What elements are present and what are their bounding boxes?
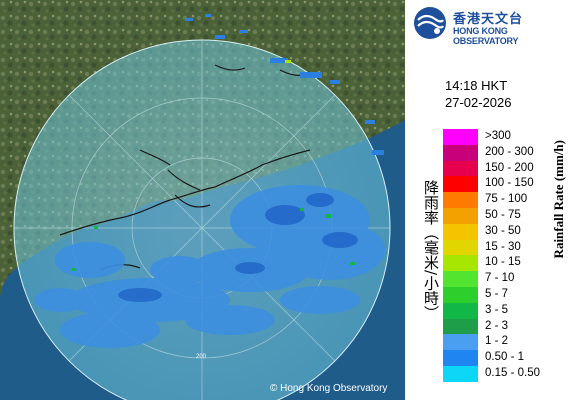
legend-range-label: 10 - 15 xyxy=(485,256,521,269)
copyright-text: © Hong Kong Observatory xyxy=(270,383,388,394)
legend-swatch xyxy=(443,129,478,145)
legend-swatch xyxy=(443,366,478,382)
legend-range-label: 200 - 300 xyxy=(485,145,534,158)
legend-row: 30 - 50 xyxy=(443,223,577,240)
legend-row: 50 - 75 xyxy=(443,208,577,224)
rain-echoes xyxy=(35,185,385,348)
legend-row: 2 - 3 xyxy=(443,318,577,335)
radar-map: 200 xyxy=(0,0,405,400)
legend-swatch xyxy=(443,271,478,287)
legend-row: >300 xyxy=(443,129,577,145)
legend-range-label: 1 - 2 xyxy=(485,335,509,348)
legend-range-label: 5 - 7 xyxy=(485,288,509,300)
legend-swatch xyxy=(443,160,478,177)
legend-row: 0.50 - 1 xyxy=(443,350,577,366)
legend-range-label: 75 - 100 xyxy=(485,193,528,206)
legend-swatch xyxy=(443,287,478,303)
legend-range-label: 0.15 - 0.50 xyxy=(485,367,540,379)
legend-row: 3 - 5 xyxy=(443,302,577,319)
legend-swatch xyxy=(443,208,478,224)
legend-swatch xyxy=(443,350,478,366)
legend-range-label: 50 - 75 xyxy=(485,209,521,221)
observation-date: 27-02-2026 xyxy=(445,95,512,110)
legend-row: 15 - 30 xyxy=(443,239,577,256)
range-ring-label: 200 xyxy=(196,354,207,360)
legend-row: 150 - 200 xyxy=(443,160,577,177)
legend-row: 200 - 300 xyxy=(443,144,577,161)
legend-range-label: 3 - 5 xyxy=(485,303,509,316)
legend-swatch xyxy=(443,176,478,193)
hko-logo-icon xyxy=(414,7,446,39)
legend-swatch xyxy=(443,223,478,240)
axis-label-zh: 降雨率（毫米/小時） xyxy=(422,180,440,321)
legend-range-label: 30 - 50 xyxy=(485,224,521,237)
legend-swatch xyxy=(443,239,478,256)
legend-panel: 香港天文台 HONG KONG OBSERVATORY 14:18 HKT 27… xyxy=(405,0,577,400)
legend-swatch xyxy=(443,318,478,335)
legend-row: 5 - 7 xyxy=(443,287,577,303)
hko-logo: 香港天文台 HONG KONG OBSERVATORY xyxy=(413,6,573,46)
legend-swatch xyxy=(443,302,478,319)
legend-range-label: 7 - 10 xyxy=(485,272,515,285)
legend-row: 75 - 100 xyxy=(443,192,577,208)
legend-row: 10 - 15 xyxy=(443,255,577,272)
legend-range-label: 100 - 150 xyxy=(485,177,534,190)
legend-row: 7 - 10 xyxy=(443,271,577,287)
legend-range-label: 15 - 30 xyxy=(485,240,521,253)
legend-range-label: >300 xyxy=(485,130,511,142)
rain-echoes-north xyxy=(185,14,384,155)
legend-range-label: 0.50 - 1 xyxy=(485,351,524,364)
legend-swatch xyxy=(443,255,478,272)
logo-name-en: HONG KONG OBSERVATORY xyxy=(453,26,519,46)
legend-range-label: 2 - 3 xyxy=(485,319,509,332)
logo-name-zh: 香港天文台 xyxy=(453,12,524,27)
legend-range-label: 150 - 200 xyxy=(485,161,534,174)
legend-row: 1 - 2 xyxy=(443,334,577,351)
legend-row: 0.15 - 0.50 xyxy=(443,366,577,382)
axis-label-en: Rainfall Rate (mm/h) xyxy=(551,140,566,259)
legend-swatch xyxy=(443,192,478,208)
observation-time: 14:18 HKT xyxy=(445,78,508,93)
legend-swatch xyxy=(443,144,478,161)
legend-row: 100 - 150 xyxy=(443,176,577,193)
legend-swatch xyxy=(443,334,478,351)
